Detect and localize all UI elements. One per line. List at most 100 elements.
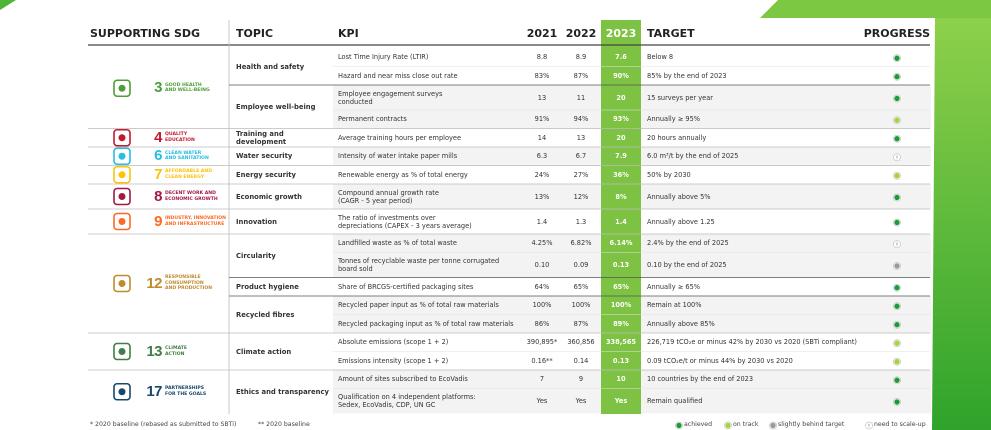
progress-indicator <box>893 398 901 406</box>
legend-label: need to scale-up <box>874 421 926 428</box>
target-cell: 10 countries by the end of 2023 <box>647 375 754 384</box>
sdg-label: QUALITY EDUCATION <box>165 126 229 150</box>
value-cell: 13% <box>534 192 550 201</box>
progress-indicator <box>893 171 901 180</box>
value-cell: 14 <box>537 133 547 142</box>
progress-dot <box>676 422 682 429</box>
topic-cell: Recycled fibres <box>236 310 295 319</box>
value-cell: 87% <box>573 319 589 328</box>
value-cell: 10 <box>616 375 626 384</box>
sdg-number: 13 <box>146 342 162 360</box>
value-cell: 100% <box>532 301 552 310</box>
value-cell: 27% <box>573 170 589 179</box>
progress-dot <box>894 285 900 291</box>
value-cell: 8% <box>615 192 627 201</box>
target-cell: Annually above 5% <box>647 192 711 201</box>
value-cell: 90% <box>613 71 629 80</box>
progress-dot <box>894 74 900 80</box>
legend-marker <box>865 421 873 430</box>
sdg-label: INDUSTRY, INNOVATION AND INFRASTRUCTURE <box>165 210 229 234</box>
sdg-number: 17 <box>146 382 162 400</box>
target-cell: 2.4% by the end of 2025 <box>647 239 729 248</box>
legend-label: slightly behind target <box>778 421 845 428</box>
progress-indicator <box>893 240 901 249</box>
sdg-label-line: AND WELL-BEING <box>165 88 210 94</box>
row-band <box>641 234 931 253</box>
sdg-label-line: CLIMATE <box>165 346 188 352</box>
row-band <box>333 85 601 110</box>
sdg-icon <box>113 342 131 361</box>
column-header: PROGRESS <box>863 27 930 40</box>
kpi-cell: Permanent contracts <box>338 110 518 129</box>
kpi-cell: Landfilled waste as % of total waste <box>338 234 518 253</box>
target-cell: 50% by 2030 <box>647 170 691 179</box>
sdg-label-line: AND INFRASTRUCTURE <box>165 221 225 227</box>
value-cell: 338,565 <box>605 338 637 347</box>
progress-dot <box>894 340 900 346</box>
progress-dot <box>770 422 776 429</box>
row-band <box>333 110 601 129</box>
value-cell: 0.13 <box>612 261 630 269</box>
target-cell: 0.10 by the end of 2025 <box>647 261 727 269</box>
value-cell: 36% <box>613 170 629 179</box>
sdg-label: PARTNERSHIPS FOR THE GOALS <box>165 380 229 404</box>
value-cell: 6.14% <box>609 239 633 248</box>
progress-indicator <box>893 116 901 125</box>
kpi-text: Permanent contracts <box>338 115 407 124</box>
sdg-icon <box>113 187 131 206</box>
row-band <box>641 252 931 278</box>
progress-indicator <box>893 134 901 143</box>
topic-cell: Employee well-being <box>236 102 316 111</box>
kpi-text: Tonnes of recyclable waste per tonne cor… <box>338 257 500 265</box>
kpi-cell: Share of BRCGS-certified packaging sites <box>338 278 518 297</box>
progress-dot <box>725 422 731 429</box>
value-cell: 7 <box>539 375 545 384</box>
sdg-icon-shape <box>118 134 126 142</box>
target-cell: 20 hours annually <box>647 133 707 142</box>
row-band <box>641 85 931 110</box>
kpi-text: board sold <box>338 265 373 273</box>
kpi-text: The ratio of investments over <box>338 213 436 222</box>
progress-indicator <box>893 218 901 227</box>
sdg-label-line: RESPONSIBLE <box>165 275 201 281</box>
column-header: 2021 <box>526 27 558 40</box>
sdg-number: 4 <box>154 128 162 146</box>
topic-cell: Climate action <box>236 347 292 356</box>
sdg-label-line: AFFORDABLE AND <box>165 169 213 175</box>
target-cell: Annually ≥ 65% <box>647 282 701 291</box>
kpi-text: Hazard and near miss close out rate <box>338 71 458 80</box>
column-header: TARGET <box>647 27 695 40</box>
kpi-text: Compound annual growth rate <box>338 188 439 197</box>
target-cell: Below 8 <box>647 53 674 62</box>
progress-dot <box>894 359 900 365</box>
column-header: 2022 <box>565 27 597 40</box>
kpi-cell: Hazard and near miss close out rate <box>338 67 518 86</box>
kpi-cell: Recycled paper input as % of total raw m… <box>338 296 518 315</box>
sdg-icon <box>113 79 131 98</box>
sdg-number: 3 <box>154 79 162 97</box>
target-cell: Annually ≥ 95% <box>647 115 701 124</box>
value-cell: 6.82% <box>570 239 592 248</box>
value-cell: 0.14 <box>573 356 589 365</box>
value-cell: Yes <box>575 397 587 405</box>
kpi-text: Renewable energy as % of total energy <box>338 170 468 179</box>
progress-dot <box>894 263 900 269</box>
row-band <box>641 388 931 414</box>
kpi-text: Share of BRCGS-certified packaging sites <box>338 282 474 291</box>
target-cell: Annually above 1.25 <box>647 217 715 226</box>
kpi-cell: Recycled packaging input as % of total r… <box>338 315 518 334</box>
footnote: ** 2020 baseline <box>258 421 310 428</box>
row-band <box>641 370 931 389</box>
sdg-label: GOOD HEALTH AND WELL-BEING <box>165 76 229 100</box>
value-cell: 94% <box>573 115 589 124</box>
sdg-label: RESPONSIBLE CONSUMPTION AND PRODUCTION <box>165 272 229 296</box>
value-cell: 12% <box>573 192 589 201</box>
row-band <box>333 296 601 315</box>
sdg-icon-shape <box>118 84 126 92</box>
sdg-number: 9 <box>154 212 162 230</box>
row-band <box>333 252 601 278</box>
kpi-cell: The ratio of investments over depreciatio… <box>338 209 518 234</box>
progress-indicator <box>893 193 901 202</box>
column-header: TOPIC <box>236 27 274 40</box>
